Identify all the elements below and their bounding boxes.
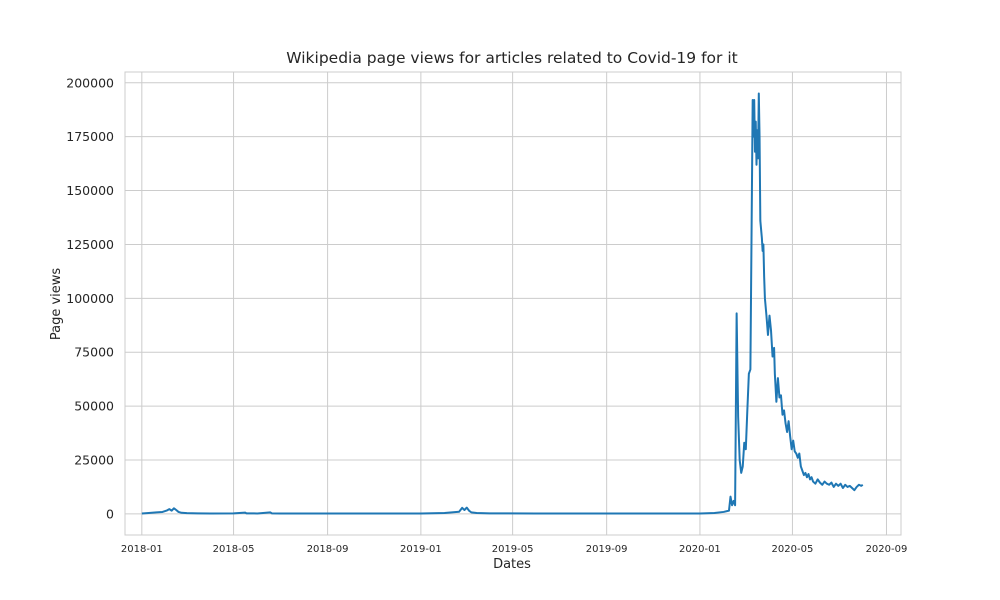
y-tick-label: 50000 <box>74 399 114 414</box>
y-axis-label: Page views <box>49 268 64 341</box>
y-tick-label: 25000 <box>74 452 114 467</box>
x-tick-label: 2020-09 <box>866 544 908 555</box>
y-tick-label: 200000 <box>66 75 114 90</box>
y-axis-ticks: 0 25000 50000 75000 100000 125000 150000 175000… <box>66 75 114 521</box>
x-tick-label: 2018-01 <box>121 544 163 555</box>
x-axis-label: Dates <box>493 557 531 572</box>
x-axis-ticks: 2018-01 2018-05 2018-09 2019-01 2019-05 2019-… <box>121 544 907 555</box>
y-tick-label: 0 <box>106 506 114 521</box>
y-tick-label: 150000 <box>66 183 114 198</box>
x-tick-label: 2020-01 <box>679 544 721 555</box>
y-tick-label: 100000 <box>66 291 114 306</box>
series-line <box>141 92 864 515</box>
x-tick-label: 2018-09 <box>307 544 349 555</box>
x-tick-label: 2019-09 <box>586 544 628 555</box>
x-tick-label: 2018-05 <box>213 544 255 555</box>
y-tick-label: 175000 <box>66 129 114 144</box>
x-tick-label: 2019-05 <box>492 544 534 555</box>
chart-title: Wikipedia page views for articles relate… <box>286 49 737 67</box>
y-tick-label: 125000 <box>66 237 114 252</box>
y-tick-label: 75000 <box>74 345 114 360</box>
x-tick-label: 2020-05 <box>772 544 814 555</box>
x-tick-label: 2019-01 <box>400 544 442 555</box>
